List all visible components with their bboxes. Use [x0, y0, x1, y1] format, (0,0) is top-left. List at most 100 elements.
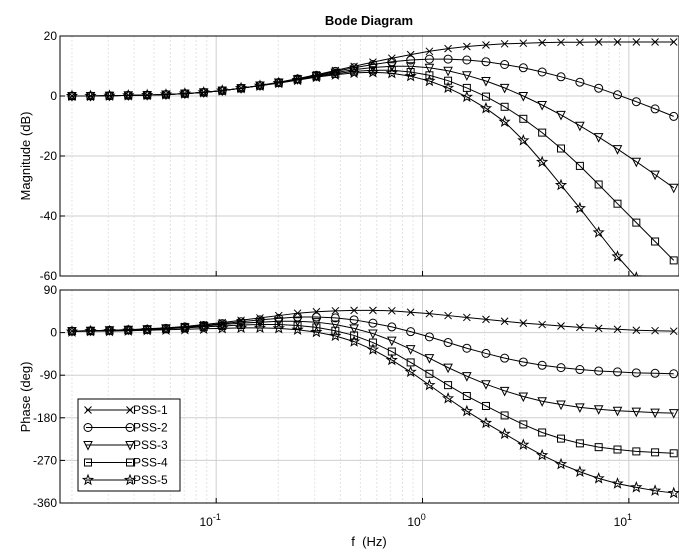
triangle-marker: [255, 318, 265, 328]
square-marker: [481, 401, 490, 410]
star-marker: [84, 89, 97, 102]
star-marker: [291, 323, 304, 335]
magnitude-series-pss-5: [65, 65, 643, 276]
circle-marker: [537, 360, 547, 370]
legend-label: PSS-5: [133, 473, 168, 487]
triangle-marker: [612, 406, 623, 417]
circle-marker: [311, 312, 321, 322]
triangle-marker: [650, 170, 660, 181]
star-marker: [347, 335, 361, 347]
x-marker: [576, 38, 584, 47]
legend: PSS-1 PSS-2 PSS-3 PSS-4 PSS-5: [77, 398, 181, 492]
star-marker: [159, 88, 173, 100]
y-tick-label: 90: [44, 283, 58, 297]
square-marker: [575, 161, 584, 170]
phase-y-ticks: 90 0 -90 -180 -270 -360: [33, 283, 630, 510]
star-marker: [291, 73, 304, 86]
star-marker: [329, 68, 342, 80]
star-marker: [460, 90, 473, 103]
circle-marker: [481, 348, 491, 358]
x-marker: [444, 44, 452, 53]
star-marker: [441, 81, 455, 94]
circle-marker: [575, 365, 585, 375]
star-marker: [197, 85, 210, 98]
phase-series-pss-5: [65, 321, 679, 499]
legend-item-pss-1: PSS-1: [84, 403, 168, 417]
phase-series-line: [71, 327, 674, 494]
triangle-marker: [424, 354, 435, 364]
x-marker: [594, 324, 603, 333]
star-marker: [159, 323, 173, 335]
triangle-marker: [273, 317, 284, 327]
triangle-marker: [537, 397, 547, 407]
magnitude-series-group: [65, 38, 679, 276]
star-marker: [385, 66, 398, 79]
triangle-marker: [443, 363, 453, 374]
circle-marker: [518, 357, 528, 367]
circle-marker: [424, 54, 434, 64]
square-marker: [575, 439, 584, 448]
triangle-marker: [593, 405, 604, 415]
magnitude-plot: 20 0 -20 -40 -60 Magnitude (dB): [18, 29, 679, 283]
star-marker: [234, 321, 248, 334]
phase-series-line: [71, 324, 674, 454]
star-marker: [366, 65, 380, 78]
star-marker: [141, 323, 154, 336]
triangle-marker: [556, 400, 566, 411]
star-marker: [404, 69, 417, 82]
triangle-marker: [405, 345, 416, 355]
magnitude-grid: [60, 36, 679, 276]
circle-marker: [443, 338, 453, 348]
y-tick-label: -20: [40, 149, 58, 163]
x-marker: [312, 307, 321, 316]
square-marker: [594, 443, 603, 452]
y-tick-label: 20: [44, 29, 58, 43]
star-marker: [611, 477, 624, 489]
legend-label: PSS-2: [133, 421, 168, 435]
triangle-marker: [593, 133, 604, 143]
x-marker: [444, 311, 452, 320]
x-marker: [425, 309, 434, 318]
star-marker: [253, 321, 267, 334]
x-marker: [462, 42, 471, 51]
triangle-marker: [481, 77, 491, 87]
triangle-marker: [217, 320, 228, 331]
y-tick-label: -40: [40, 209, 58, 223]
y-tick-label: -60: [40, 269, 58, 283]
x-tick-exponent: 0: [421, 512, 426, 522]
star-marker: [592, 471, 605, 484]
star-marker: [216, 84, 229, 96]
star-marker: [310, 325, 323, 338]
phase-series-group: [65, 306, 679, 499]
x-tick-exponent: -1: [213, 512, 221, 522]
circle-marker: [443, 54, 453, 64]
x-marker: [425, 47, 434, 56]
x-marker: [576, 323, 584, 332]
x-marker: [126, 406, 134, 414]
y-tick-label: 0: [50, 89, 57, 103]
triangle-marker: [518, 392, 529, 403]
star-marker: [592, 226, 605, 238]
star-marker: [178, 322, 191, 335]
square-marker: [406, 68, 415, 76]
star-marker: [65, 89, 79, 102]
star-marker: [498, 427, 511, 440]
triangle-marker: [518, 92, 529, 102]
star-marker: [554, 178, 568, 191]
x-tick-base: 10: [407, 515, 421, 529]
square-marker: [425, 71, 434, 80]
circle-marker: [556, 363, 566, 373]
square-marker: [84, 458, 92, 467]
triangle-marker: [650, 408, 660, 419]
circle-marker: [83, 423, 93, 432]
circle-marker: [556, 72, 566, 82]
circle-marker: [349, 315, 359, 325]
circle-marker: [612, 367, 622, 377]
triangle-marker: [405, 62, 416, 72]
x-tick-exponent: 1: [627, 512, 632, 522]
circle-marker: [462, 55, 472, 65]
legend-item-pss-4: PSS-4: [84, 456, 168, 470]
square-marker: [500, 102, 509, 111]
square-marker: [557, 144, 566, 153]
